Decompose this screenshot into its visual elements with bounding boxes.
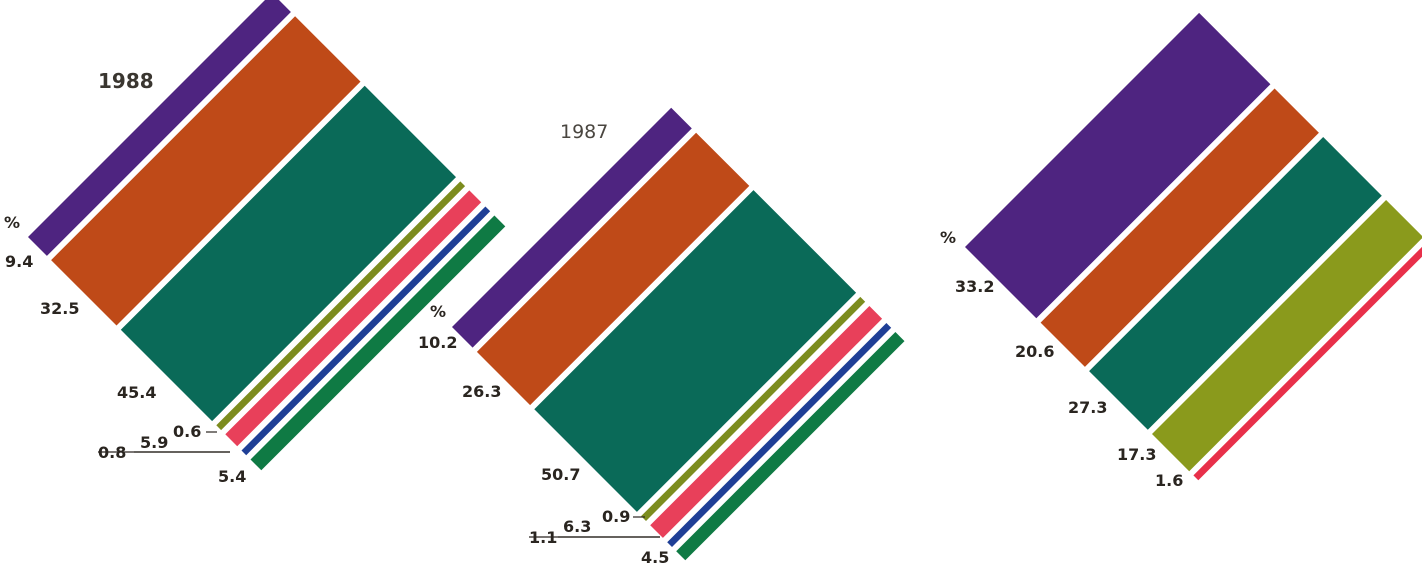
- chart-2-band-7: [676, 332, 905, 561]
- chart-3-band-1: [965, 12, 1271, 319]
- chart-2: 10.226.350.70.96.31.14.5%1987: [418, 107, 905, 565]
- chart-3-unit-label: %: [940, 228, 956, 247]
- chart-1: 9.432.545.40.65.90.85.4%1988: [4, 0, 506, 486]
- chart-1-title: 1988: [98, 69, 154, 93]
- chart-1-band-4: [216, 181, 466, 431]
- chart-3-value-label-3: 27.3: [1068, 398, 1107, 417]
- chart-1-band-5: [225, 190, 482, 447]
- chart-2-band-2: [476, 132, 750, 406]
- chart-3: 33.2 20.6 27.3 17.3 1.6%: [940, 12, 1422, 490]
- chart-2-title: 1987: [560, 121, 608, 143]
- chart-2-value-label-7: 4.5: [641, 548, 669, 565]
- chart-1-value-label-7: 5.4: [218, 467, 246, 486]
- chart-1-value-label-4: 0.6: [173, 422, 201, 441]
- chart-2-band-3: [534, 190, 857, 512]
- chart-1-value-label-1: 9.4: [5, 252, 33, 271]
- chart-3-band-4: [1152, 200, 1422, 472]
- chart-2-band-1: [452, 107, 692, 348]
- chart-2-value-label-4: 0.9: [602, 507, 630, 526]
- chart-1-band-7: [250, 215, 506, 471]
- chart-2-unit-label: %: [430, 302, 446, 321]
- chart-2-band-5: [650, 306, 883, 538]
- chart-3-band-5: [1193, 246, 1422, 481]
- chart-1-value-label-2: 32.5: [40, 299, 79, 318]
- chart-3-value-label-4: 17.3: [1117, 445, 1156, 464]
- chart-3-band-3: [1089, 137, 1382, 430]
- chart-1-band-3: [120, 85, 457, 422]
- chart-3-value-label-2: 20.6: [1015, 342, 1054, 361]
- chart-2-value-label-3: 50.7: [541, 465, 580, 484]
- chart-1-band-1: [28, 0, 291, 256]
- chart-1-unit-label: %: [4, 213, 20, 232]
- chart-1-band-2: [51, 16, 361, 326]
- chart-2-value-label-2: 26.3: [462, 382, 501, 401]
- chart-2-value-label-1: 10.2: [418, 333, 457, 352]
- chart-2-value-label-5: 6.3: [563, 517, 591, 536]
- chart-3-value-label-1: 33.2: [955, 277, 994, 296]
- chart-1-value-label-5: 5.9: [140, 433, 168, 452]
- chart-2-band-6: [667, 323, 892, 547]
- chart-1-band-6: [241, 206, 491, 456]
- chart-3-value-label-5: 1.6: [1155, 471, 1183, 490]
- chart-2-band-4: [641, 296, 866, 521]
- chart-1-value-label-3: 45.4: [117, 383, 156, 402]
- chart-3-band-2: [1040, 88, 1319, 367]
